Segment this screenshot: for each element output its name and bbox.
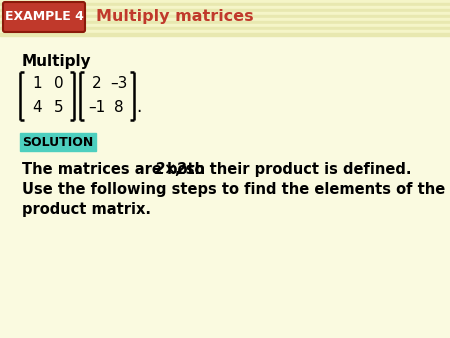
Text: 0: 0: [54, 76, 64, 92]
Text: 2: 2: [92, 76, 102, 92]
Text: Multiply: Multiply: [22, 54, 92, 69]
Text: SOLUTION: SOLUTION: [22, 136, 94, 148]
Text: EXAMPLE 4: EXAMPLE 4: [4, 10, 83, 24]
Bar: [0, 27, 450, 30]
FancyBboxPatch shape: [3, 2, 85, 32]
Text: The matrices are both: The matrices are both: [22, 162, 210, 177]
Bar: [0, 0, 450, 3]
Bar: [0, 15, 450, 18]
Text: 5: 5: [54, 100, 64, 116]
Bar: [0, 21, 450, 24]
Bar: [0, 9, 450, 12]
Text: Multiply matrices: Multiply matrices: [96, 9, 254, 24]
Bar: [0, 30, 450, 33]
Text: 1: 1: [32, 76, 42, 92]
Text: –3: –3: [110, 76, 128, 92]
Bar: [0, 24, 450, 27]
Text: product matrix.: product matrix.: [22, 202, 151, 217]
Bar: [20, 133, 96, 151]
Text: 4: 4: [32, 100, 42, 116]
Bar: [0, 18, 450, 21]
Text: 8: 8: [114, 100, 124, 116]
Text: 2×2: 2×2: [155, 162, 188, 177]
Text: –1: –1: [88, 100, 106, 116]
Text: Use the following steps to find the elements of the: Use the following steps to find the elem…: [22, 182, 445, 197]
Text: .: .: [136, 98, 141, 116]
Bar: [0, 6, 450, 9]
Bar: [0, 12, 450, 15]
Bar: [0, 3, 450, 6]
Text: , so their product is defined.: , so their product is defined.: [175, 162, 411, 177]
Bar: [0, 33, 450, 36]
